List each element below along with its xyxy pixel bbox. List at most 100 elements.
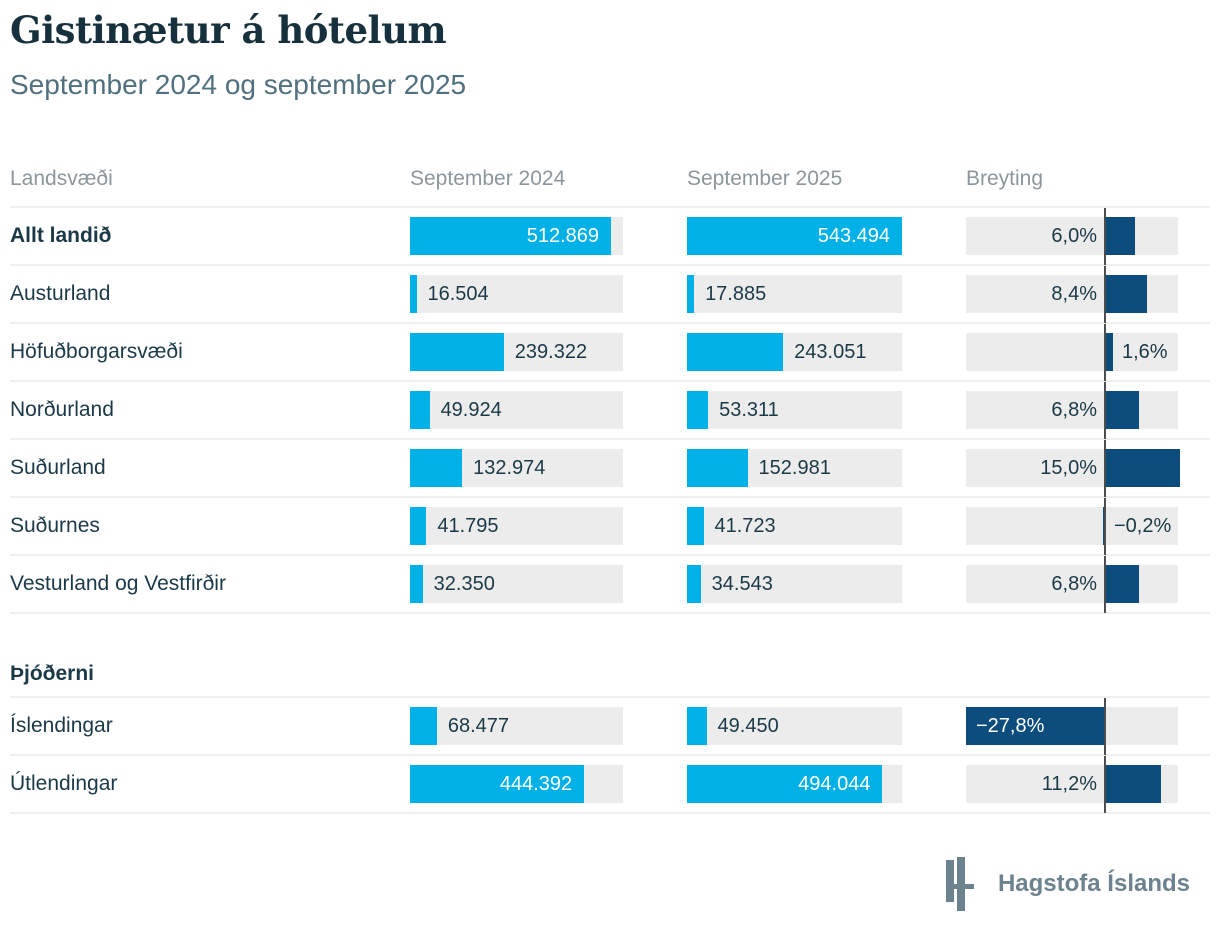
value-bar-track-2025: 17.885: [687, 275, 902, 314]
change-value: −27,8%: [976, 715, 1045, 738]
section-header-thjoderni: Þjóðerni: [10, 662, 95, 686]
value-bar-track-2024: 32.350: [410, 565, 623, 604]
change-value: −0,2%: [1114, 515, 1172, 538]
value-bar-track-2024: 444.392: [410, 765, 623, 804]
section-header-row: Þjóðerni: [10, 614, 1210, 699]
chart-table: Landsvæði September 2024 September 2025 …: [10, 151, 1210, 815]
bar-fill-2025: [687, 333, 784, 372]
bar-value-2024: 41.795: [437, 515, 499, 538]
change-zero-axis: [1104, 324, 1106, 382]
bar-value-2024: 68.477: [447, 715, 509, 738]
table-row: Allt landið 512.869 543.494 6,0%: [10, 208, 1210, 267]
change-zero-axis: [1104, 208, 1106, 266]
bar-fill-2024: [410, 333, 504, 372]
hagstofa-logo-icon: [945, 857, 974, 912]
section-nationality: Íslendingar 68.477 49.450 −27,8% Útlendingar…: [10, 698, 1210, 815]
table-row: Norðurland 49.924 53.311 6,8%: [10, 382, 1210, 441]
change-value: 11,2%: [1041, 773, 1097, 796]
change-bar-track: −0,2%: [966, 498, 1178, 556]
value-bar-track-2024: 239.322: [410, 333, 623, 372]
bar-fill-2024: [410, 217, 611, 256]
table-header-row: Landsvæði September 2024 September 2025 …: [10, 151, 1210, 209]
table-row: Útlendingar 444.392 494.044 11,2%: [10, 756, 1210, 815]
bar-fill-2024: [410, 449, 463, 488]
change-bar-track: 6,8%: [966, 382, 1178, 440]
row-label: Vesturland og Vestfirðir: [10, 572, 226, 596]
bar-fill-2025: [687, 449, 748, 488]
change-bar-track: −27,8%: [966, 698, 1178, 756]
change-bar-track: 6,0%: [966, 208, 1178, 266]
bar-value-2025: 152.981: [758, 457, 831, 480]
change-bar-track: 15,0%: [966, 440, 1180, 498]
bar-fill-2024: [410, 707, 437, 746]
table-row: Höfuðborgarsvæði 239.322 243.051 1,6%: [10, 324, 1210, 383]
change-zero-axis: [1104, 556, 1106, 614]
page-subtitle: September 2024 og september 2025: [10, 69, 467, 101]
column-header-september-2025: September 2025: [687, 166, 843, 190]
change-value: 6,0%: [1051, 225, 1097, 248]
row-label: Allt landið: [10, 224, 112, 248]
change-bar-track: 1,6%: [966, 324, 1178, 382]
bar-value-2025: 53.311: [719, 399, 779, 422]
change-bar-fill: [966, 707, 1105, 746]
column-header-september-2024: September 2024: [410, 166, 566, 190]
value-bar-track-2025: 152.981: [687, 449, 902, 488]
bar-value-2025: 543.494: [817, 225, 890, 248]
change-zero-axis: [1104, 498, 1106, 556]
change-zero-axis: [1104, 382, 1106, 440]
change-zero-axis: [1104, 698, 1106, 756]
section-region: Allt landið 512.869 543.494 6,0% Austurland 1…: [10, 208, 1210, 615]
change-zero-axis: [1104, 756, 1106, 814]
bar-value-2025: 49.450: [717, 715, 779, 738]
change-bar-fill: [1105, 275, 1147, 314]
change-bar-track: 6,8%: [966, 556, 1178, 614]
change-zero-axis: [1104, 266, 1106, 324]
row-label: Austurland: [10, 282, 111, 306]
value-bar-track-2025: 53.311: [687, 391, 902, 430]
bar-value-2024: 512.869: [526, 225, 599, 248]
change-bar-fill: [1105, 449, 1180, 488]
row-label: Útlendingar: [10, 772, 118, 796]
change-value: 6,8%: [1051, 573, 1097, 596]
value-bar-track-2025: 543.494: [687, 217, 902, 256]
bar-fill-2025: [687, 275, 695, 314]
footer: Hagstofa Íslands: [10, 857, 1210, 912]
table-row: Íslendingar 68.477 49.450 −27,8%: [10, 698, 1210, 757]
value-bar-track-2024: 16.504: [410, 275, 623, 314]
bar-fill-2024: [410, 765, 585, 804]
bar-fill-2025: [687, 507, 704, 546]
change-value: 15,0%: [1040, 457, 1097, 480]
page: Gistinætur á hótelum September 2024 og s…: [0, 8, 1220, 912]
bar-fill-2025: [687, 765, 883, 804]
change-bar-fill: [1105, 765, 1161, 804]
change-value: 6,8%: [1051, 399, 1097, 422]
bar-value-2024: 132.974: [473, 457, 546, 480]
change-zero-axis: [1104, 440, 1106, 498]
bar-fill-2024: [410, 507, 427, 546]
value-bar-track-2024: 132.974: [410, 449, 623, 488]
row-label: Suðurland: [10, 456, 106, 480]
bar-value-2025: 41.723: [714, 515, 776, 538]
change-value: 1,6%: [1122, 341, 1168, 364]
row-label: Suðurnes: [10, 514, 100, 538]
table-row: Austurland 16.504 17.885 8,4%: [10, 266, 1210, 325]
row-label: Höfuðborgarsvæði: [10, 340, 183, 364]
bar-value-2024: 49.924: [440, 399, 502, 422]
page-title: Gistinætur á hótelum: [10, 8, 447, 52]
bar-value-2025: 17.885: [705, 283, 767, 306]
bar-fill-2025: [687, 565, 701, 604]
change-bar-fill: [1105, 333, 1113, 372]
change-bar-track: 11,2%: [966, 756, 1178, 814]
change-bar-track: 8,4%: [966, 266, 1178, 324]
column-header-breyting: Breyting: [966, 166, 1044, 190]
bar-value-2024: 32.350: [433, 573, 495, 596]
change-bar-fill: [1105, 217, 1135, 256]
value-bar-track-2025: 34.543: [687, 565, 902, 604]
value-bar-track-2024: 49.924: [410, 391, 623, 430]
value-bar-track-2025: 49.450: [687, 707, 902, 746]
value-bar-track-2025: 243.051: [687, 333, 902, 372]
bar-value-2025: 494.044: [798, 773, 871, 796]
change-value: 8,4%: [1051, 283, 1097, 306]
value-bar-track-2024: 68.477: [410, 707, 623, 746]
row-label: Norðurland: [10, 398, 114, 422]
